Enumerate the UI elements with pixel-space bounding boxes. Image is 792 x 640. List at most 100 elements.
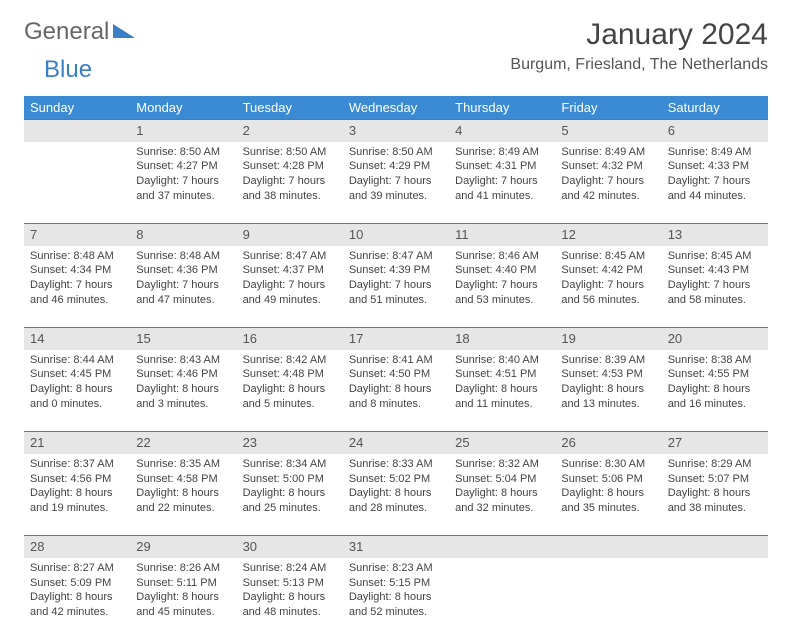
day-number-cell: 22 [130,432,236,454]
sunrise-line: Sunrise: 8:48 AM [30,249,124,264]
sunrise-line: Sunrise: 8:42 AM [243,353,337,368]
day-content-cell: Sunrise: 8:50 AMSunset: 4:29 PMDaylight:… [343,142,449,224]
sunset-line: Sunset: 5:00 PM [243,472,337,487]
sunrise-line: Sunrise: 8:38 AM [668,353,762,368]
day-number-cell: 14 [24,328,130,350]
day-number-cell: 26 [555,432,661,454]
day-number-cell: 13 [662,224,768,246]
daylight-line: Daylight: 8 hours and 45 minutes. [136,590,230,620]
day-number-cell: 15 [130,328,236,350]
sunrise-line: Sunrise: 8:37 AM [30,457,124,472]
daylight-line: Daylight: 7 hours and 42 minutes. [561,174,655,204]
day-number-cell: 18 [449,328,555,350]
day-content-cell: Sunrise: 8:50 AMSunset: 4:27 PMDaylight:… [130,142,236,224]
sunset-line: Sunset: 4:53 PM [561,367,655,382]
day-number-row: 28293031 [24,536,768,558]
sunset-line: Sunset: 4:34 PM [30,263,124,278]
daylight-line: Daylight: 7 hours and 46 minutes. [30,278,124,308]
sunset-line: Sunset: 4:36 PM [136,263,230,278]
sunrise-line: Sunrise: 8:45 AM [561,249,655,264]
sunset-line: Sunset: 5:13 PM [243,576,337,591]
day-content-cell: Sunrise: 8:48 AMSunset: 4:34 PMDaylight:… [24,246,130,328]
daylight-line: Daylight: 7 hours and 49 minutes. [243,278,337,308]
sunrise-line: Sunrise: 8:45 AM [668,249,762,264]
weekday-header: Tuesday [237,96,343,120]
day-content-row: Sunrise: 8:27 AMSunset: 5:09 PMDaylight:… [24,558,768,640]
day-number-cell: 16 [237,328,343,350]
daylight-line: Daylight: 7 hours and 41 minutes. [455,174,549,204]
day-content-cell: Sunrise: 8:33 AMSunset: 5:02 PMDaylight:… [343,454,449,536]
sunrise-line: Sunrise: 8:33 AM [349,457,443,472]
day-content-cell: Sunrise: 8:29 AMSunset: 5:07 PMDaylight:… [662,454,768,536]
sunset-line: Sunset: 4:46 PM [136,367,230,382]
weekday-header: Sunday [24,96,130,120]
day-number-cell: 23 [237,432,343,454]
sunset-line: Sunset: 4:43 PM [668,263,762,278]
day-content-row: Sunrise: 8:44 AMSunset: 4:45 PMDaylight:… [24,350,768,432]
sunrise-line: Sunrise: 8:34 AM [243,457,337,472]
weekday-header: Wednesday [343,96,449,120]
sunset-line: Sunset: 4:37 PM [243,263,337,278]
daylight-line: Daylight: 7 hours and 51 minutes. [349,278,443,308]
day-number-cell: 20 [662,328,768,350]
daylight-line: Daylight: 8 hours and 38 minutes. [668,486,762,516]
daylight-line: Daylight: 8 hours and 25 minutes. [243,486,337,516]
day-content-cell [24,142,130,224]
daylight-line: Daylight: 8 hours and 19 minutes. [30,486,124,516]
day-number-cell: 5 [555,120,661,142]
day-number-row: 14151617181920 [24,328,768,350]
day-number-cell: 7 [24,224,130,246]
sunset-line: Sunset: 4:40 PM [455,263,549,278]
sunset-line: Sunset: 4:27 PM [136,159,230,174]
sunrise-line: Sunrise: 8:46 AM [455,249,549,264]
day-number-cell: 25 [449,432,555,454]
day-number-cell: 8 [130,224,236,246]
daylight-line: Daylight: 8 hours and 8 minutes. [349,382,443,412]
sunrise-line: Sunrise: 8:50 AM [136,145,230,160]
day-content-cell [449,558,555,640]
sunrise-line: Sunrise: 8:39 AM [561,353,655,368]
day-number-cell: 21 [24,432,130,454]
daylight-line: Daylight: 7 hours and 37 minutes. [136,174,230,204]
sunrise-line: Sunrise: 8:49 AM [455,145,549,160]
day-number-cell: 10 [343,224,449,246]
day-content-cell: Sunrise: 8:43 AMSunset: 4:46 PMDaylight:… [130,350,236,432]
title-block: January 2024 Burgum, Friesland, The Neth… [510,18,768,74]
day-number-cell: 28 [24,536,130,558]
sunrise-line: Sunrise: 8:47 AM [349,249,443,264]
day-content-cell: Sunrise: 8:27 AMSunset: 5:09 PMDaylight:… [24,558,130,640]
day-number-row: 21222324252627 [24,432,768,454]
sunrise-line: Sunrise: 8:50 AM [349,145,443,160]
sunset-line: Sunset: 4:39 PM [349,263,443,278]
day-number-cell: 12 [555,224,661,246]
weekday-header: Saturday [662,96,768,120]
day-content-cell: Sunrise: 8:50 AMSunset: 4:28 PMDaylight:… [237,142,343,224]
day-content-cell: Sunrise: 8:30 AMSunset: 5:06 PMDaylight:… [555,454,661,536]
day-content-cell: Sunrise: 8:45 AMSunset: 4:43 PMDaylight:… [662,246,768,328]
daylight-line: Daylight: 8 hours and 32 minutes. [455,486,549,516]
daylight-line: Daylight: 8 hours and 0 minutes. [30,382,124,412]
daylight-line: Daylight: 8 hours and 5 minutes. [243,382,337,412]
day-number-cell: 2 [237,120,343,142]
daylight-line: Daylight: 7 hours and 58 minutes. [668,278,762,308]
day-content-cell: Sunrise: 8:34 AMSunset: 5:00 PMDaylight:… [237,454,343,536]
day-number-cell: 27 [662,432,768,454]
daylight-line: Daylight: 8 hours and 35 minutes. [561,486,655,516]
day-number-row: 123456 [24,120,768,142]
logo: General [24,18,135,46]
sunrise-line: Sunrise: 8:47 AM [243,249,337,264]
day-content-row: Sunrise: 8:37 AMSunset: 4:56 PMDaylight:… [24,454,768,536]
day-content-row: Sunrise: 8:50 AMSunset: 4:27 PMDaylight:… [24,142,768,224]
day-content-cell: Sunrise: 8:49 AMSunset: 4:33 PMDaylight:… [662,142,768,224]
day-number-cell: 1 [130,120,236,142]
sunrise-line: Sunrise: 8:24 AM [243,561,337,576]
daylight-line: Daylight: 7 hours and 39 minutes. [349,174,443,204]
day-number-cell: 4 [449,120,555,142]
day-number-cell: 31 [343,536,449,558]
day-content-row: Sunrise: 8:48 AMSunset: 4:34 PMDaylight:… [24,246,768,328]
day-content-cell [555,558,661,640]
sunset-line: Sunset: 5:11 PM [136,576,230,591]
day-content-cell: Sunrise: 8:49 AMSunset: 4:31 PMDaylight:… [449,142,555,224]
day-number-cell [555,536,661,558]
day-content-cell: Sunrise: 8:40 AMSunset: 4:51 PMDaylight:… [449,350,555,432]
